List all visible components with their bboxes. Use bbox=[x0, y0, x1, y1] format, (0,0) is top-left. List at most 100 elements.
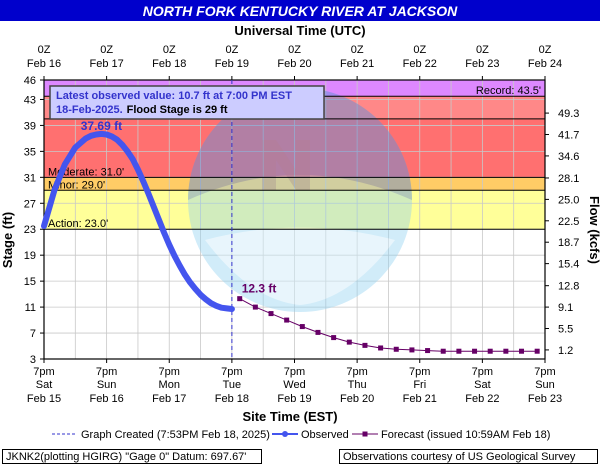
observed-point bbox=[93, 132, 99, 138]
chart-title: NORTH FORK KENTUCKY RIVER AT JACKSON bbox=[143, 3, 458, 19]
observed-point bbox=[151, 204, 157, 210]
legend-created-label: Graph Created (7:53PM Feb 18, 2025) bbox=[81, 429, 270, 441]
observed-point bbox=[114, 137, 120, 143]
y-tick-label: 39 bbox=[24, 120, 36, 132]
observed-point bbox=[192, 286, 198, 292]
y-tick-label: 23 bbox=[24, 224, 36, 236]
x-tick-label: Feb 20 bbox=[340, 393, 374, 405]
y-tick-label: 19 bbox=[24, 250, 36, 262]
observed-point bbox=[213, 303, 219, 309]
x-tick-label: 7pm bbox=[346, 366, 367, 378]
forecast-point bbox=[378, 345, 384, 351]
top-tick-label: Feb 20 bbox=[277, 58, 311, 70]
observed-point bbox=[156, 217, 162, 222]
top-tick-label: 0Z bbox=[100, 44, 113, 56]
x-tick-label: Sat bbox=[474, 379, 491, 391]
x-tick-label: Sun bbox=[97, 379, 117, 391]
observed-point bbox=[119, 142, 125, 148]
peak-value-label: 37.69 ft bbox=[81, 119, 122, 133]
x-tick-label: Sun bbox=[535, 379, 555, 391]
forecast-point bbox=[315, 329, 321, 335]
y-axis-title: Stage (ft) bbox=[0, 212, 15, 268]
legend-observed-marker bbox=[282, 431, 288, 437]
x-tick-label: Thu bbox=[348, 379, 367, 391]
observed-point bbox=[218, 305, 224, 311]
y2-tick-label: 49.3 bbox=[558, 108, 579, 120]
utc-axis-label: Universal Time (UTC) bbox=[234, 23, 365, 38]
top-tick-label: Feb 17 bbox=[90, 58, 124, 70]
observed-point bbox=[140, 178, 146, 184]
observed-point bbox=[198, 292, 204, 298]
forecast-start-label: 12.3 ft bbox=[242, 282, 277, 296]
x-tick-label: 7pm bbox=[472, 366, 493, 378]
noaa-watermark bbox=[188, 88, 412, 312]
observed-point bbox=[203, 296, 209, 302]
top-tick-label: Feb 22 bbox=[403, 58, 437, 70]
x-tick-label: 7pm bbox=[96, 366, 117, 378]
y2-tick-label: 1.2 bbox=[558, 345, 573, 357]
x-tick-label: 7pm bbox=[409, 366, 430, 378]
legend-forecast-label: Forecast (issued 10:59AM Feb 18) bbox=[381, 429, 550, 441]
y2-tick-label: 9.1 bbox=[558, 302, 573, 314]
forecast-point bbox=[299, 324, 305, 330]
observed-point bbox=[224, 305, 230, 311]
y-tick-label: 3 bbox=[30, 354, 36, 366]
legend: Graph Created (7:53PM Feb 18, 2025) Obse… bbox=[52, 429, 550, 441]
y2-tick-label: 22.5 bbox=[558, 216, 579, 228]
forecast-series-line bbox=[239, 298, 538, 352]
flood-stage-value: Flood Stage is 29 ft bbox=[127, 104, 228, 116]
x-tick-label: 7pm bbox=[33, 366, 54, 378]
y2-tick-label: 34.6 bbox=[558, 151, 579, 163]
forecast-point bbox=[472, 348, 478, 354]
forecast-point bbox=[456, 348, 462, 354]
observed-point bbox=[130, 156, 136, 162]
top-tick-label: Feb 21 bbox=[340, 58, 374, 70]
forecast-point bbox=[534, 348, 540, 354]
forecast-point bbox=[519, 348, 525, 354]
forecast-point bbox=[425, 348, 431, 354]
y-tick-label: 27 bbox=[24, 198, 36, 210]
y-tick-label: 35 bbox=[24, 146, 36, 158]
top-tick-label: 0Z bbox=[38, 44, 51, 56]
observed-point bbox=[83, 135, 89, 141]
legend-observed-label: Observed bbox=[301, 429, 349, 441]
observed-point bbox=[166, 242, 172, 248]
y-tick-label: 43 bbox=[24, 94, 36, 106]
x-tick-label: Sat bbox=[36, 379, 53, 391]
x-tick-label: Feb 22 bbox=[465, 393, 499, 405]
y2-tick-label: 25.0 bbox=[558, 194, 579, 206]
x-tick-label: 7pm bbox=[221, 366, 242, 378]
observed-point bbox=[145, 191, 151, 197]
threshold-label-minor: Minor: 29.0' bbox=[48, 179, 105, 191]
observed-point bbox=[208, 300, 214, 306]
top-tick-label: 0Z bbox=[539, 44, 552, 56]
top-tick-label: 0Z bbox=[351, 44, 364, 56]
x-tick-label: Feb 16 bbox=[90, 393, 124, 405]
observed-point bbox=[187, 279, 193, 285]
flood-stage-text: 18-Feb-2025. Flood Stage is 29 ft bbox=[56, 104, 228, 116]
y-tick-label: 15 bbox=[24, 276, 36, 288]
y-tick-label: 11 bbox=[25, 302, 36, 314]
forecast-point bbox=[284, 317, 290, 323]
title-bar bbox=[0, 0, 600, 21]
forecast-point bbox=[252, 304, 258, 310]
y2-tick-label: 5.5 bbox=[558, 324, 573, 336]
data-series: 37.69 ft 12.3 ft bbox=[41, 80, 540, 359]
y2-tick-label: 12.8 bbox=[558, 281, 579, 293]
observed-point bbox=[182, 272, 188, 278]
y-tick-label: 46 bbox=[24, 75, 36, 87]
top-tick-label: 0Z bbox=[288, 44, 301, 56]
x-tick-label: 7pm bbox=[159, 366, 180, 378]
observed-point bbox=[62, 161, 68, 167]
top-tick-label: Feb 16 bbox=[27, 58, 61, 70]
top-tick-label: 0Z bbox=[476, 44, 489, 56]
latest-value-box bbox=[49, 85, 325, 120]
top-tick-label: Feb 23 bbox=[465, 58, 499, 70]
observed-point bbox=[161, 229, 167, 235]
observed-point bbox=[171, 253, 177, 259]
forecast-point bbox=[440, 348, 446, 354]
forecast-point bbox=[487, 348, 493, 354]
top-tick-label: 0Z bbox=[225, 44, 238, 56]
y2-axis-title: Flow (kcfs) bbox=[587, 196, 600, 264]
observed-point bbox=[125, 148, 130, 154]
